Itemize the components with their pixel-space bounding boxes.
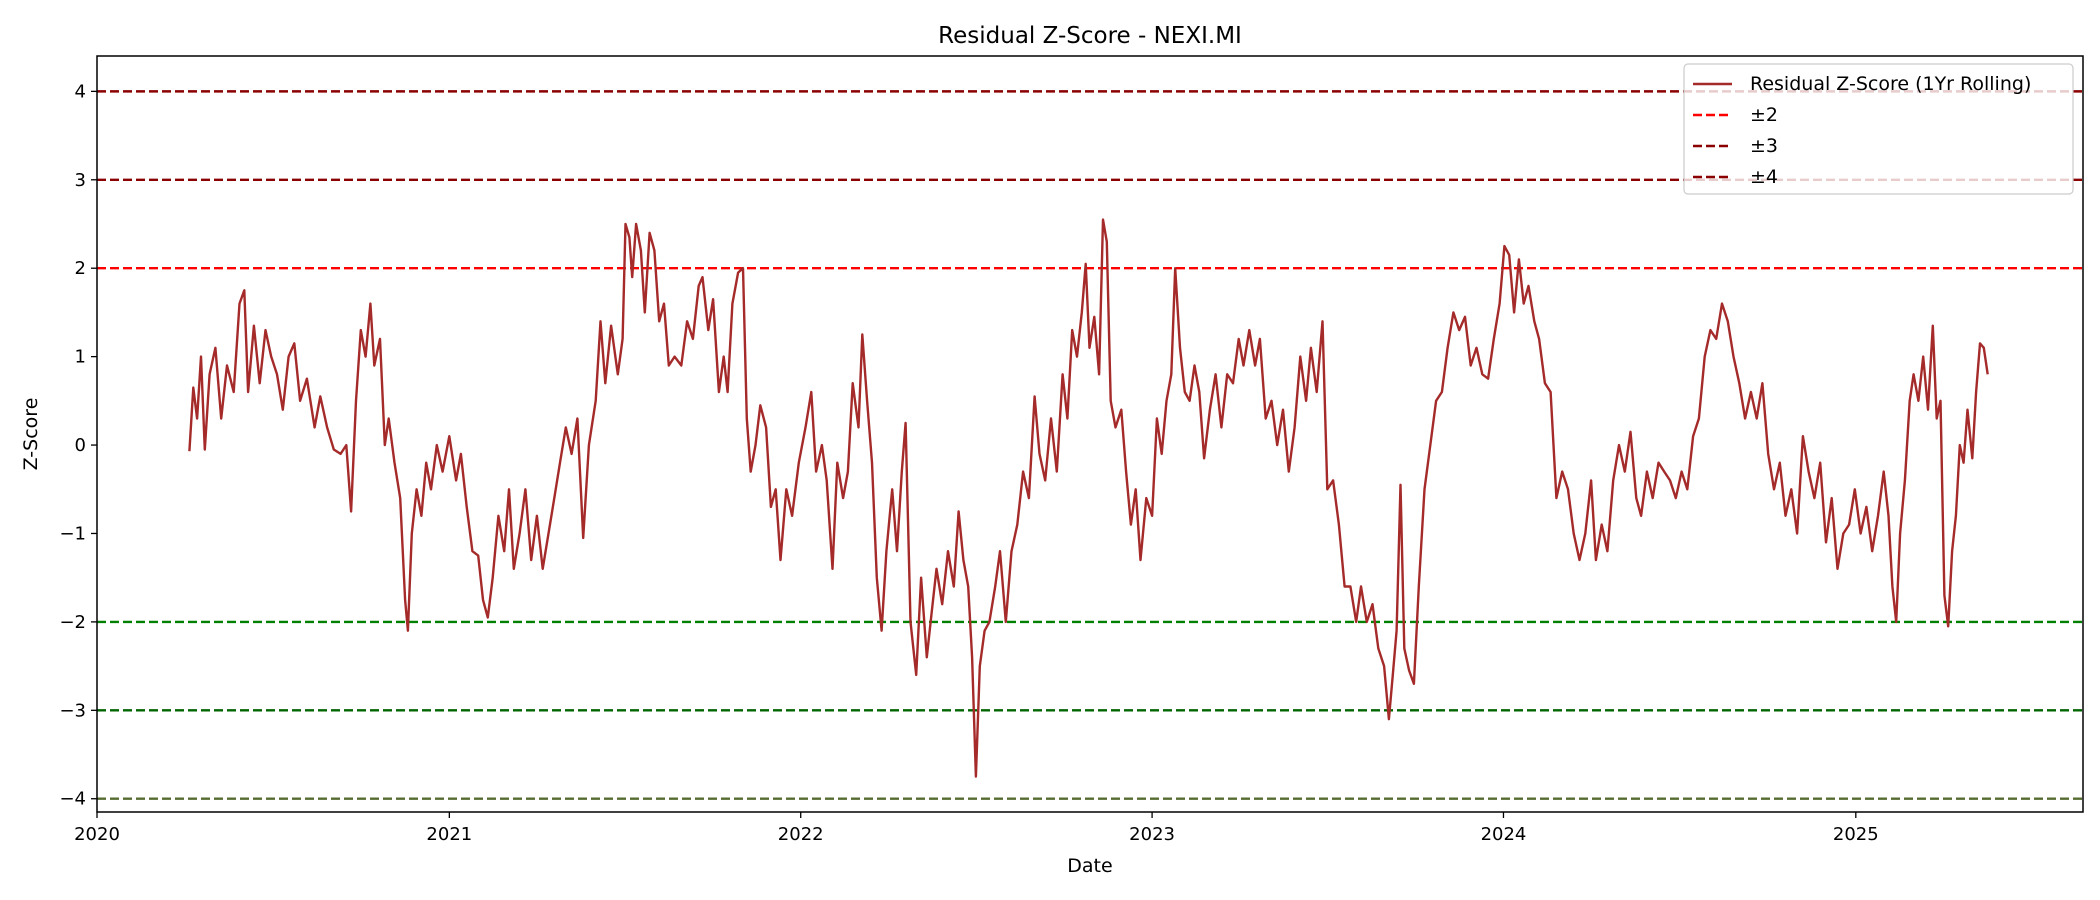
x-tick-label: 2023 — [1129, 824, 1175, 845]
y-tick-label: 3 — [75, 170, 86, 191]
y-tick-label: −4 — [59, 789, 86, 810]
legend-label: ±2 — [1750, 104, 1778, 126]
x-tick-label: 2021 — [426, 824, 472, 845]
legend-label: ±4 — [1750, 166, 1778, 188]
series-line — [188, 218, 1989, 778]
y-tick-label: 2 — [75, 258, 86, 279]
legend-label: ±3 — [1750, 135, 1778, 157]
y-tick-label: 1 — [75, 347, 86, 368]
series-layer — [188, 218, 1989, 778]
y-tick-label: −3 — [59, 700, 86, 721]
y-tick-label: −1 — [59, 523, 86, 544]
legend: Residual Z-Score (1Yr Rolling) ±2 ±3 ±4 — [1683, 63, 2074, 195]
legend-label: Residual Z-Score (1Yr Rolling) — [1750, 73, 2031, 95]
x-tick-label: 2020 — [74, 824, 120, 845]
x-axis: 2020 2021 2022 2023 2024 2025 — [74, 812, 1879, 845]
x-tick-label: 2024 — [1481, 824, 1527, 845]
legend-items: Residual Z-Score (1Yr Rolling) ±2 ±3 ±4 — [1693, 73, 2031, 188]
y-tick-label: 4 — [75, 81, 86, 102]
y-axis-title: Z-Score — [20, 398, 42, 471]
threshold-lines — [97, 90, 2083, 800]
legend-box — [1683, 63, 2074, 195]
y-axis: −4 −3 −2 −1 0 1 2 3 4 — [59, 81, 97, 810]
y-tick-label: 0 — [75, 435, 86, 456]
y-tick-label: −2 — [59, 612, 86, 633]
x-tick-label: 2025 — [1833, 824, 1879, 845]
x-tick-label: 2022 — [778, 824, 824, 845]
chart-title: Residual Z-Score - NEXI.MI — [938, 23, 1242, 49]
x-axis-title: Date — [1067, 855, 1112, 877]
plot-frame — [96, 55, 2084, 813]
